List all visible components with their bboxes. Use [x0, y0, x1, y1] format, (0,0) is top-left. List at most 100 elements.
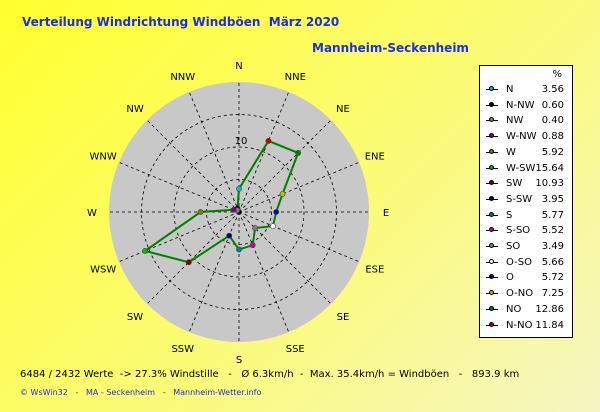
polar-spoke: [238, 211, 290, 333]
direction-label: E: [383, 208, 389, 219]
legend-label: NO: [506, 303, 522, 315]
legend-marker: [489, 117, 494, 123]
legend-label: SO: [506, 241, 521, 252]
legend-entry: W 5.92: [480, 145, 572, 160]
data-point-o-so: [270, 223, 276, 229]
legend: % N 3.56 N-NW 0.60 NW 0.40 W-NW 0.88 W 5.92 W-SW 15…: [479, 65, 573, 338]
legend-marker: [489, 258, 494, 264]
polar-spoke: [238, 119, 332, 213]
data-point-n: [236, 185, 242, 192]
direction-label: WNW: [90, 152, 117, 163]
legend-label: NW: [506, 115, 524, 127]
legend-label: W: [506, 146, 516, 158]
polar-spoke: [188, 211, 240, 333]
legend-marker: [489, 133, 494, 139]
legend-entry: S-SW 3.95: [480, 192, 572, 207]
legend-entry: SW 10.93: [480, 176, 572, 191]
legend-entry: S 5.77: [480, 208, 572, 223]
radial-tick-label: 10: [235, 136, 248, 147]
legend-entry: S-SO 5.52: [480, 223, 572, 238]
legend-value: 12.86: [535, 303, 564, 315]
direction-label: SW: [127, 312, 143, 323]
legend-label: S: [506, 209, 513, 221]
legend-entry: N-NO 11.84: [480, 318, 572, 333]
legend-value: 0.60: [541, 99, 564, 111]
data-point-s: [236, 246, 242, 253]
legend-value: 0.40: [541, 115, 564, 127]
legend-marker: [489, 274, 494, 280]
chart-title: Verteilung Windrichtung Windböen März 20…: [22, 15, 340, 29]
polar-spoke: [188, 91, 240, 213]
legend-value: 5.77: [541, 209, 564, 221]
polar-spoke: [118, 211, 240, 263]
data-point-w-sw: [142, 248, 148, 254]
legend-value: 5.92: [541, 146, 564, 158]
legend-entry: O-NO 7.25: [480, 286, 572, 301]
polar-spoke: [238, 211, 360, 263]
data-point-sw: [185, 259, 192, 266]
direction-label: SSW: [171, 344, 194, 355]
legend-marker: [489, 290, 494, 296]
polar-spoke: [146, 211, 240, 305]
legend-marker: [489, 180, 494, 186]
legend-entry: NO 12.86: [480, 302, 572, 317]
direction-label: N: [235, 61, 242, 72]
legend-entry: O-SO 5.66: [480, 255, 572, 270]
legend-value: 3.49: [541, 241, 564, 252]
legend-label: O: [506, 272, 514, 284]
data-point-so: [252, 225, 258, 231]
legend-marker: [489, 321, 494, 327]
legend-value: 3.95: [541, 193, 564, 205]
legend-entry: N 3.56: [480, 82, 572, 97]
polar-spoke: [238, 211, 332, 305]
legend-label: N-NW: [506, 99, 535, 111]
legend-label: N: [506, 84, 514, 95]
legend-entry: O 5.72: [480, 270, 572, 285]
legend-value: 10.93: [535, 178, 564, 190]
legend-value: 0.88: [541, 131, 564, 143]
legend-marker: [489, 227, 494, 233]
direction-label: NNE: [285, 72, 306, 83]
data-point-w-nw: [230, 206, 237, 213]
station-subtitle: Mannheim-Seckenheim: [312, 41, 469, 55]
legend-marker: [489, 86, 494, 91]
legend-marker: [489, 195, 494, 201]
legend-label: S-SO: [506, 225, 531, 237]
legend-label: SW: [506, 178, 523, 190]
legend-marker: [489, 243, 494, 248]
data-point-w: [197, 209, 204, 215]
legend-label: O-SO: [506, 256, 532, 268]
legend-marker: [489, 101, 494, 107]
legend-entry: W-NW 0.88: [480, 129, 572, 144]
legend-entry: W-SW 15.64: [480, 161, 572, 176]
legend-entry: N-NW 0.60: [480, 98, 572, 113]
data-point-no: [295, 149, 302, 156]
polar-spoke: [146, 119, 240, 213]
legend-value: 15.64: [535, 162, 564, 174]
direction-label: NW: [126, 104, 143, 115]
credits-line: © WsWin32 - MA - Seckenheim - Mannheim-W…: [20, 388, 262, 397]
data-point-s-so: [249, 242, 256, 249]
legend-marker: [489, 164, 494, 170]
legend-value: 5.72: [541, 272, 564, 284]
data-point-o-no: [279, 191, 286, 197]
legend-entry: NW 0.40: [480, 113, 572, 128]
legend-label: W-NW: [506, 131, 537, 143]
legend-value: 5.66: [541, 256, 564, 268]
legend-label: W-SW: [506, 162, 536, 174]
legend-label: N-NO: [506, 319, 533, 331]
polar-spoke: [238, 161, 360, 213]
statistics-line: 6484 / 2432 Werte -> 27.3% Windstille - …: [20, 369, 520, 380]
direction-label: S: [236, 355, 242, 366]
legend-marker: [489, 148, 494, 154]
legend-value: 5.52: [541, 225, 564, 237]
direction-label: NNW: [170, 72, 195, 83]
legend-value: 7.25: [541, 288, 564, 300]
direction-label: WSW: [90, 264, 116, 275]
legend-unit: %: [552, 69, 562, 80]
direction-label: ENE: [365, 152, 385, 163]
data-point-s-sw: [226, 232, 233, 239]
direction-label: W: [87, 208, 97, 219]
polar-spoke: [118, 161, 240, 213]
